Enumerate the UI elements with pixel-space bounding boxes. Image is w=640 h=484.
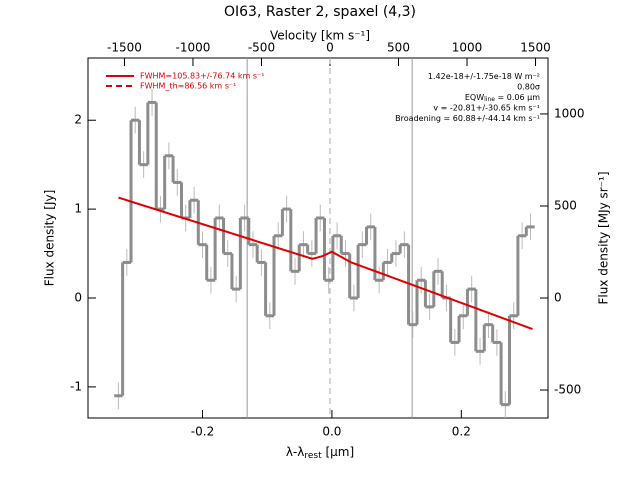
tick-label: -500 [248,41,275,55]
tick-label: 0.0 [322,425,341,439]
tick-label: -1000 [176,41,211,55]
annotation-part: v = -20.81+/-30.65 km s⁻¹ [433,103,540,112]
tick-label: 0 [74,291,82,305]
x2-axis-label: Velocity [km s⁻¹] [270,29,370,43]
tick-label: 1500 [520,41,551,55]
tick-label: 1000 [452,41,483,55]
annotation-part: Broadening = 60.88+/-44.14 km s⁻¹ [395,114,540,123]
tick-label: 0.2 [452,425,471,439]
y2-axis-label: Flux density [MJy sr⁻¹] [597,171,611,304]
annotation: v = -20.81+/-30.65 km s⁻¹ [433,103,540,112]
tick-label: 0 [326,41,334,55]
tick-label: 500 [554,198,577,212]
annotation: EQWline = 0.06 μm [465,93,540,103]
tick-label: 1 [74,202,82,216]
tick-label: 500 [387,41,410,55]
fit-line [118,196,533,331]
annotation-part: = 0.06 μm [495,93,540,102]
x-label-part: [μm] [322,445,355,459]
annotation: 0.80σ [517,82,540,91]
tick-label: -1500 [107,41,142,55]
annotation-part: line [484,96,495,103]
x-axis-label: λ-λrest [μm] [286,445,354,461]
annotation-part: 1.42e-18+/-1.75e-18 W m⁻² [428,72,540,81]
x-label-sub: rest [304,451,322,461]
tick-label: -0.2 [191,425,214,439]
annotation: Broadening = 60.88+/-44.14 km s⁻¹ [395,114,540,123]
legend-label: FWHM_th=86.56 km s⁻¹ [140,82,236,91]
legend-label: FWHM=105.83+/-76.74 km s⁻¹ [140,72,264,81]
tick-label: 0 [554,291,562,305]
annotation-part: EQW [465,93,484,102]
annotation: 1.42e-18+/-1.75e-18 W m⁻² [428,72,540,81]
tick-label: 2 [74,113,82,127]
tick-label: -1 [70,379,82,393]
chart-title: OI63, Raster 2, spaxel (4,3) [224,4,416,20]
plot-frame [87,57,549,419]
tick-label: 1000 [554,106,585,120]
x-label-part: λ-λ [286,445,305,459]
tick-label: -500 [554,383,581,397]
y-axis-label: Flux density [Jy] [43,190,57,287]
annotation-part: 0.80σ [517,82,540,91]
